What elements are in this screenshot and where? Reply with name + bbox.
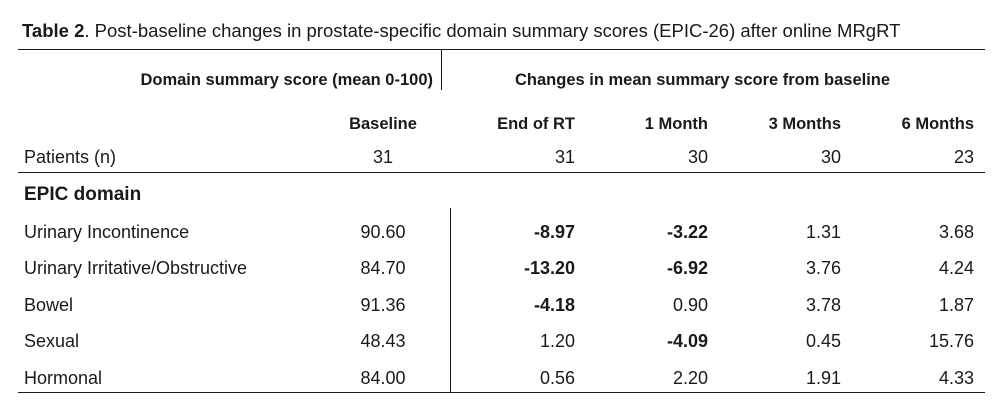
column-header-1-month: 1 Month (644, 115, 708, 133)
table-cell: 1.91 (805, 368, 841, 388)
table-caption-label: Table 2 (22, 20, 85, 41)
column-header-baseline: Baseline (349, 115, 417, 133)
table-cell: 91.36 (360, 295, 406, 315)
section-label: EPIC domain (24, 184, 142, 205)
table-cell: 2.20 (672, 368, 708, 388)
bottom-rule (18, 392, 985, 393)
patients-1-month: 30 (687, 147, 708, 167)
table-cell: -13.20 (523, 258, 575, 278)
table-cell: 3.76 (805, 258, 841, 278)
table-cell: 0.90 (672, 295, 708, 315)
table-cell: -6.92 (666, 258, 708, 278)
row-label: Sexual (24, 331, 80, 351)
patients-3-months: 30 (820, 147, 841, 167)
table-cell: 48.43 (360, 331, 406, 351)
row-label: Urinary Irritative/Obstructive (24, 258, 248, 278)
patients-end-of-rt: 31 (554, 147, 575, 167)
table-cell: 3.68 (938, 222, 974, 242)
body-divider (450, 208, 451, 392)
header-divider (441, 50, 442, 90)
table-cell: 4.24 (938, 258, 974, 278)
table-cell: 90.60 (360, 222, 406, 242)
column-header-3-months: 3 Months (768, 115, 841, 133)
column-header-6-months: 6 Months (901, 115, 974, 133)
table-cell: -3.22 (666, 222, 708, 242)
patients-6-months: 23 (953, 147, 974, 167)
table-caption-text: . Post-baseline changes in prostate-spec… (84, 20, 901, 41)
header-group-left: Domain summary score (mean 0-100) (140, 71, 433, 89)
top-rule (18, 49, 985, 50)
table-cell: -8.97 (533, 222, 575, 242)
table-cell: 84.00 (360, 368, 406, 388)
table-caption: Table 2. Post-baseline changes in prosta… (22, 20, 900, 42)
table-cell: 1.20 (539, 331, 575, 351)
table-cell: -4.09 (666, 331, 708, 351)
table-cell: 15.76 (928, 331, 974, 351)
header-group-right: Changes in mean summary score from basel… (515, 71, 891, 89)
table-cell: 1.87 (938, 295, 974, 315)
header-bottom-rule (18, 172, 985, 173)
table-cell: 84.70 (360, 258, 406, 278)
patients-label: Patients (n) (24, 147, 117, 167)
row-label: Bowel (24, 295, 74, 315)
row-label: Hormonal (24, 368, 103, 388)
table-cell: 3.78 (805, 295, 841, 315)
column-header-end-of-rt: End of RT (497, 115, 575, 133)
patients-baseline: 31 (372, 147, 394, 167)
table-cell: 0.45 (805, 331, 841, 351)
table-cell: 4.33 (938, 368, 974, 388)
table-cell: 1.31 (805, 222, 841, 242)
row-label: Urinary Incontinence (24, 222, 190, 242)
table-cell: -4.18 (533, 295, 575, 315)
table-cell: 0.56 (539, 368, 575, 388)
